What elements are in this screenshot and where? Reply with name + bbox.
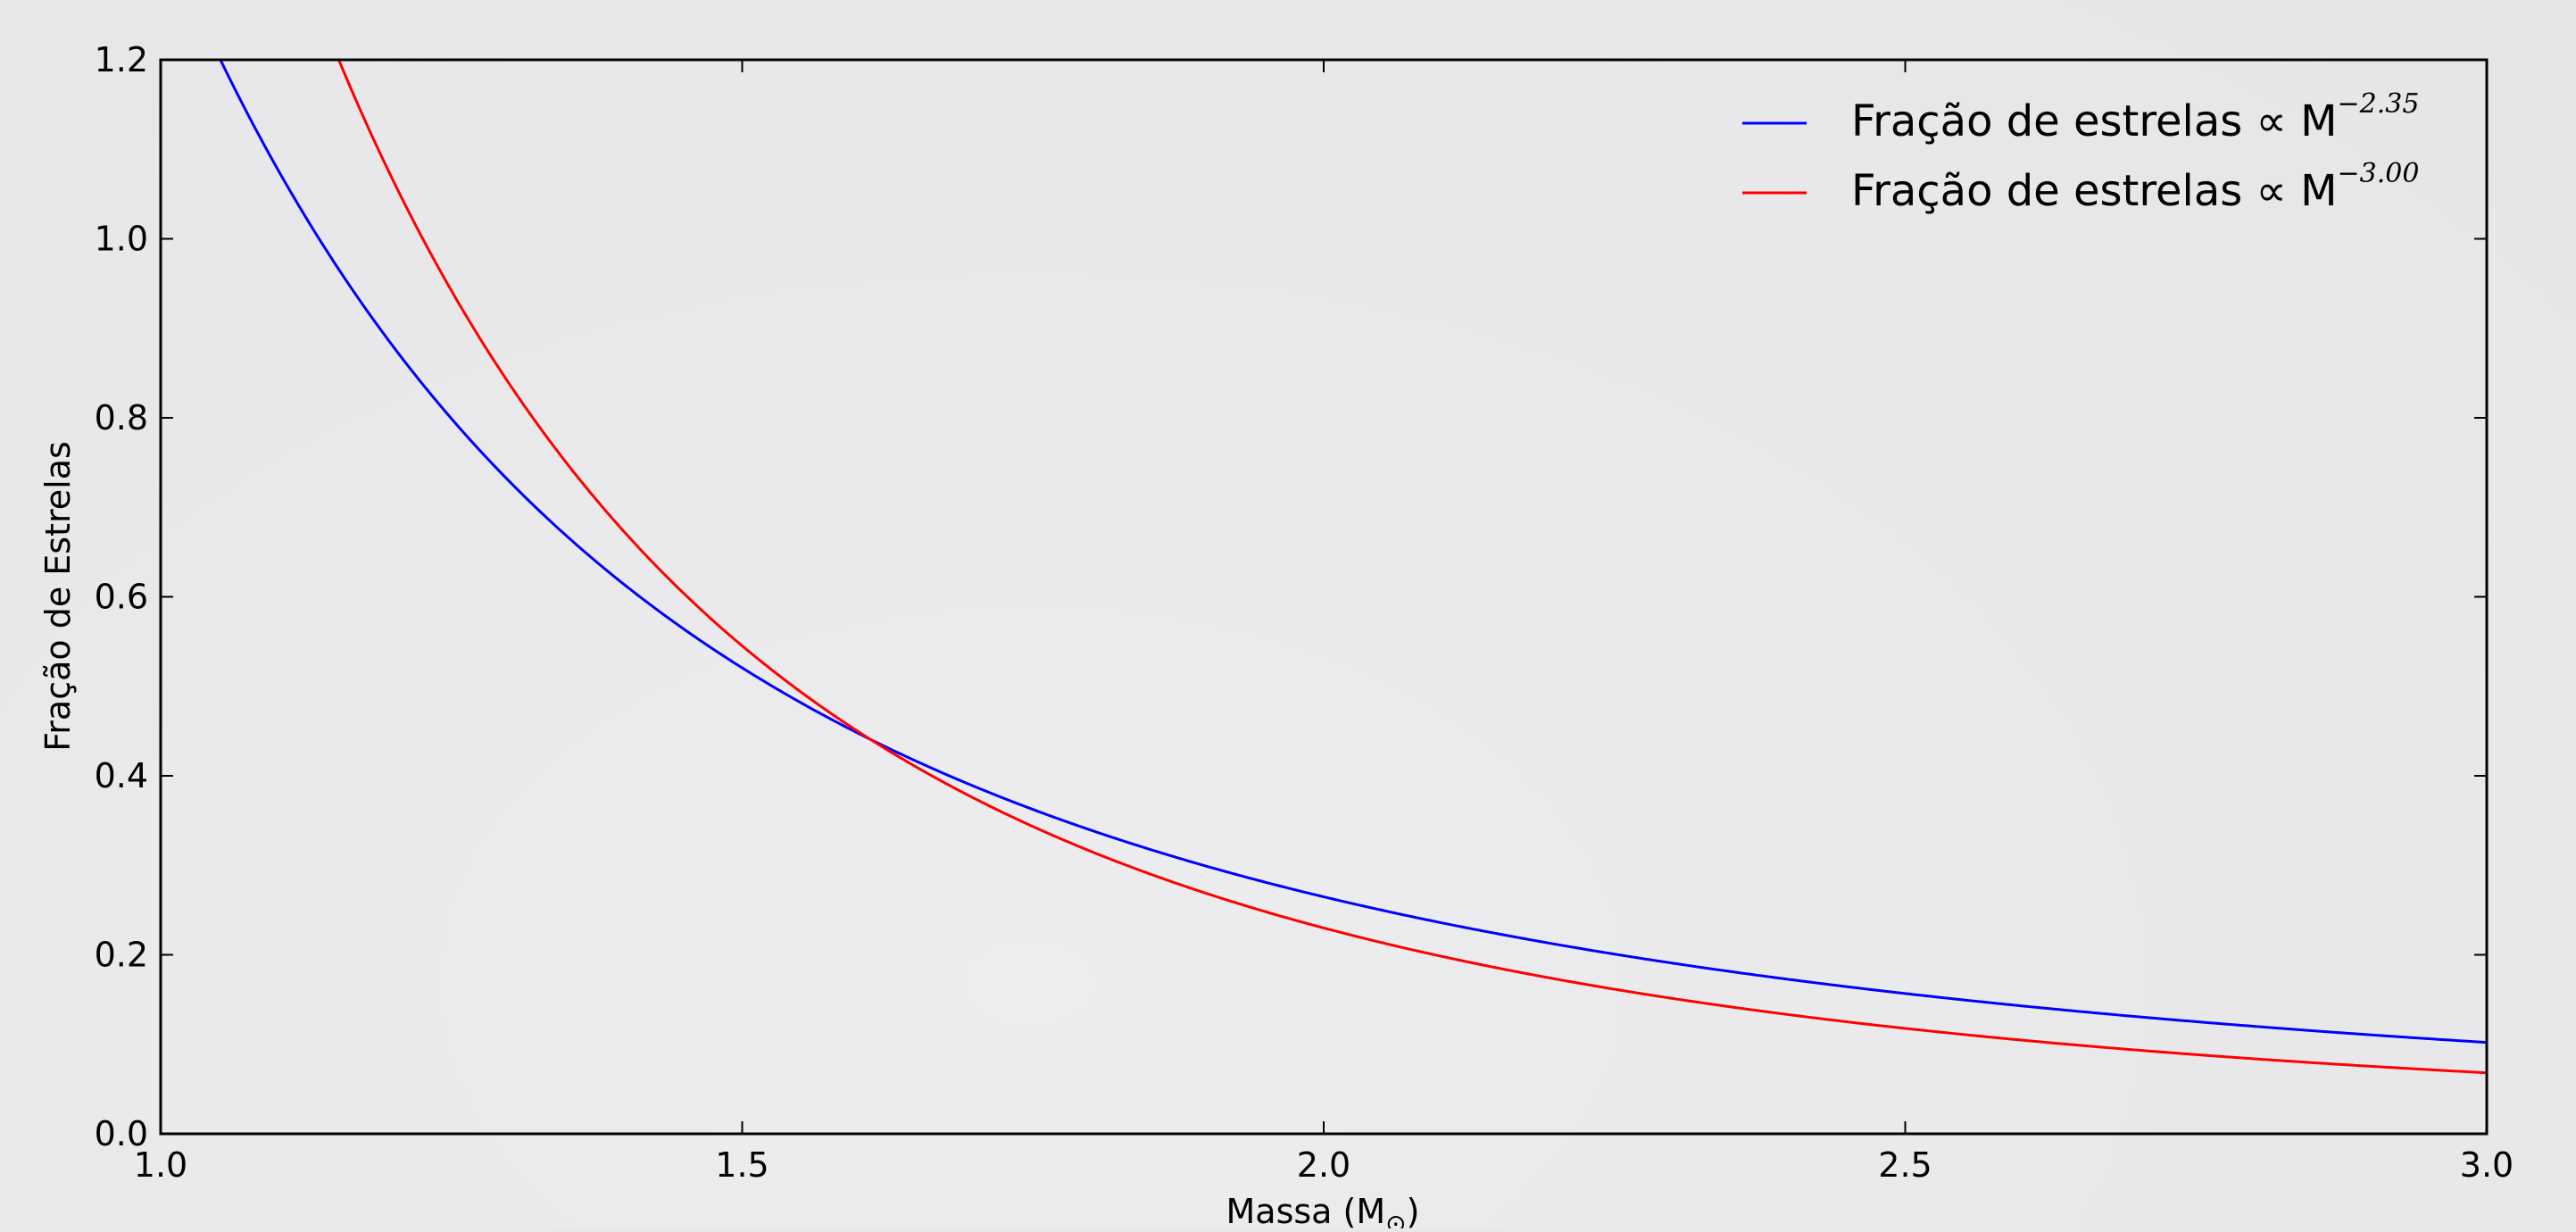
- plot-frame: [159, 58, 2489, 1136]
- x-tick-label: 1.0: [134, 1145, 187, 1185]
- x-tick-label: 3.0: [2460, 1145, 2514, 1185]
- legend-exponent-series-2: −3.00: [2338, 158, 2420, 189]
- y-tick-label: 0.4: [95, 756, 148, 795]
- series-layer: [219, 60, 2487, 1075]
- x-tick-label: 1.5: [715, 1145, 769, 1185]
- y-tick-label: 1.2: [95, 40, 148, 79]
- x-axis-label-suffix: ): [1407, 1192, 1420, 1228]
- x-axis-label-main: Massa (M: [1226, 1192, 1386, 1228]
- y-tick-label: 1.0: [95, 220, 148, 259]
- x-tick-label: 2.5: [1878, 1145, 1932, 1185]
- y-tick-label: 0.8: [95, 398, 148, 437]
- y-tick-label: 0.2: [95, 936, 148, 975]
- y-tick-label: 0.0: [95, 1114, 148, 1153]
- y-tick-label: 0.6: [95, 578, 148, 617]
- series-line-1: [219, 60, 2487, 1045]
- ticks-layer: 1.0 1.5 2.0 2.5 3.0 0.0 0.2 0.4 0.6 0.8 1.0 1.2: [95, 40, 2514, 1185]
- x-tick-label: 2.0: [1297, 1145, 1350, 1185]
- legend-label-series-1: Fração de estrelas ∝ M−2.35: [1851, 88, 2419, 146]
- legend: Fração de estrelas ∝ M−2.35 Fração de es…: [1742, 88, 2419, 216]
- legend-exponent-series-1: −2.35: [2338, 88, 2420, 120]
- series-line-2: [337, 60, 2487, 1075]
- legend-label-series-2: Fração de estrelas ∝ M−3.00: [1851, 158, 2419, 216]
- x-axis-label-subscript: ⊙: [1385, 1209, 1406, 1228]
- x-axis-label: Massa (M⊙): [1226, 1192, 1420, 1228]
- y-axis-label: Fração de Estrelas: [38, 441, 78, 752]
